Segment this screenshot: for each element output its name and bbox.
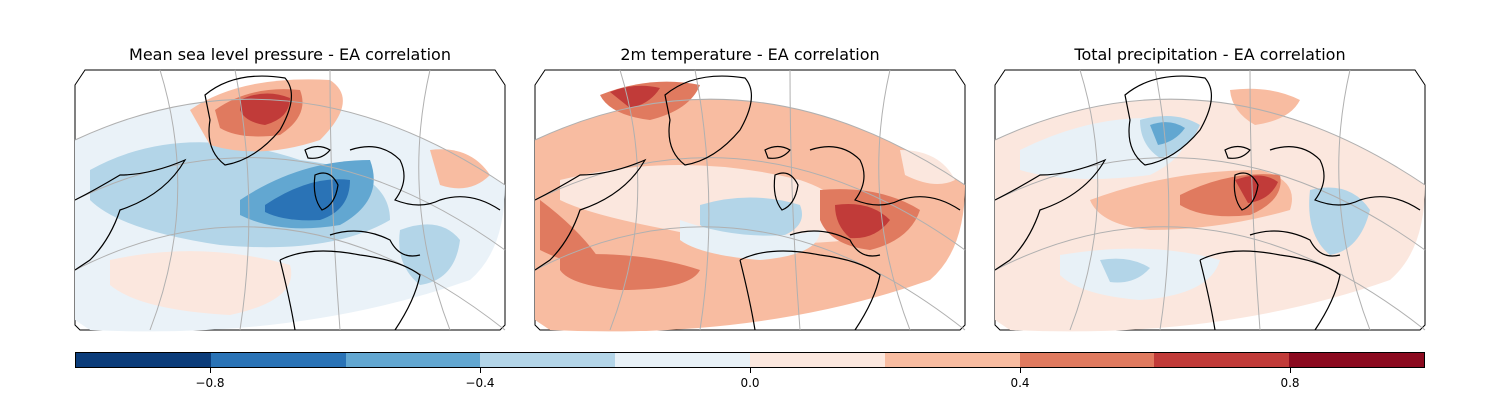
graticule [694, 69, 710, 331]
coastline-uk [313, 172, 339, 211]
coastline-europe [789, 146, 961, 257]
graticule [418, 69, 451, 331]
colorbar [75, 352, 1425, 368]
field-positive-south-mslp [110, 251, 292, 315]
colorbar-tick-label: −0.8 [195, 376, 225, 390]
graticule [609, 69, 639, 331]
map-panel-precip [994, 69, 1426, 332]
graticule [234, 69, 250, 331]
field-light-east-t2m [900, 150, 955, 184]
colorbar-tick-label: 0.4 [1010, 376, 1030, 390]
colorbar-segment [1289, 353, 1424, 367]
panel-title-precip: Total precipitation - EA correlation [1074, 45, 1346, 64]
graticule [994, 226, 1426, 331]
graticule [994, 157, 1426, 251]
field-negative-t2m [700, 197, 802, 240]
field-positive-core-mslp [240, 93, 290, 125]
coastline-uk [773, 172, 799, 211]
coastline-greenland [1124, 75, 1212, 166]
colorbar-tick [749, 368, 751, 373]
coastline-north-america [994, 158, 1107, 271]
field-positive-core-precip [1235, 175, 1278, 203]
coastline-north-america [534, 158, 647, 271]
graticule [1069, 69, 1099, 331]
graticule [329, 69, 341, 331]
colorbar-segment [345, 353, 481, 367]
colorbar-tick-label: 0.8 [1280, 376, 1300, 390]
graticule [534, 98, 966, 186]
graticule [534, 226, 966, 331]
field-negative-east-mslp [399, 224, 460, 285]
coastline-europe [1249, 146, 1421, 257]
field-positive-strong-south-t2m [560, 254, 700, 290]
graticule [74, 98, 506, 186]
map-panel-t2m [534, 69, 966, 332]
colorbar-tick-label: 0.0 [740, 376, 760, 390]
graticule [994, 98, 1426, 186]
coastline-greenland [204, 75, 292, 166]
graticule [1249, 69, 1261, 331]
graticule [74, 157, 506, 251]
colorbar-segment [1154, 353, 1290, 367]
map-panel-mslp [74, 69, 506, 332]
coastline-iceland [764, 145, 791, 159]
graticule [149, 69, 179, 331]
field-positive-north-core-t2m [610, 85, 660, 108]
colorbar-tick [1019, 368, 1021, 373]
coastline-africa [1199, 250, 1341, 331]
colorbar-tick [1289, 368, 1291, 373]
panel-title-mslp: Mean sea level pressure - EA correlation [129, 45, 451, 64]
coastline-iceland [304, 145, 331, 159]
coastline-north-america [74, 158, 187, 271]
colorbar-segment [210, 353, 346, 367]
graticule [1338, 69, 1371, 331]
graticule [878, 69, 911, 331]
graticule [74, 226, 506, 331]
panel-title-t2m: 2m temperature - EA correlation [620, 45, 880, 64]
coastline-iceland [1224, 145, 1251, 159]
colorbar-segment [884, 353, 1020, 367]
graticule [789, 69, 801, 331]
graticule [1154, 69, 1170, 331]
graticule [534, 157, 966, 251]
coastline-africa [279, 250, 421, 331]
coastline-europe [329, 146, 501, 257]
field-positive-strong-t2m [540, 200, 600, 264]
colorbar-segment [480, 353, 616, 367]
field-negative-east-precip [1309, 187, 1370, 255]
field-negative-south-spot-precip [1100, 258, 1150, 283]
field-positive-east-mslp [430, 149, 490, 189]
field-positive-core-t2m [835, 204, 890, 239]
colorbar-tick [479, 368, 481, 373]
field-negative-core-precip [1150, 122, 1185, 145]
coastline-africa [739, 250, 881, 331]
coastline-greenland [664, 75, 752, 166]
colorbar-tick [209, 368, 211, 373]
colorbar-segment [615, 353, 750, 367]
field-negative-light-t2m [680, 220, 820, 260]
colorbar-segment [749, 353, 885, 367]
colorbar-tick-label: −0.4 [465, 376, 495, 390]
colorbar-segment [76, 353, 211, 367]
field-negative-core-mslp [265, 179, 350, 221]
colorbar-segment [1019, 353, 1155, 367]
coastline-uk [1233, 172, 1259, 211]
